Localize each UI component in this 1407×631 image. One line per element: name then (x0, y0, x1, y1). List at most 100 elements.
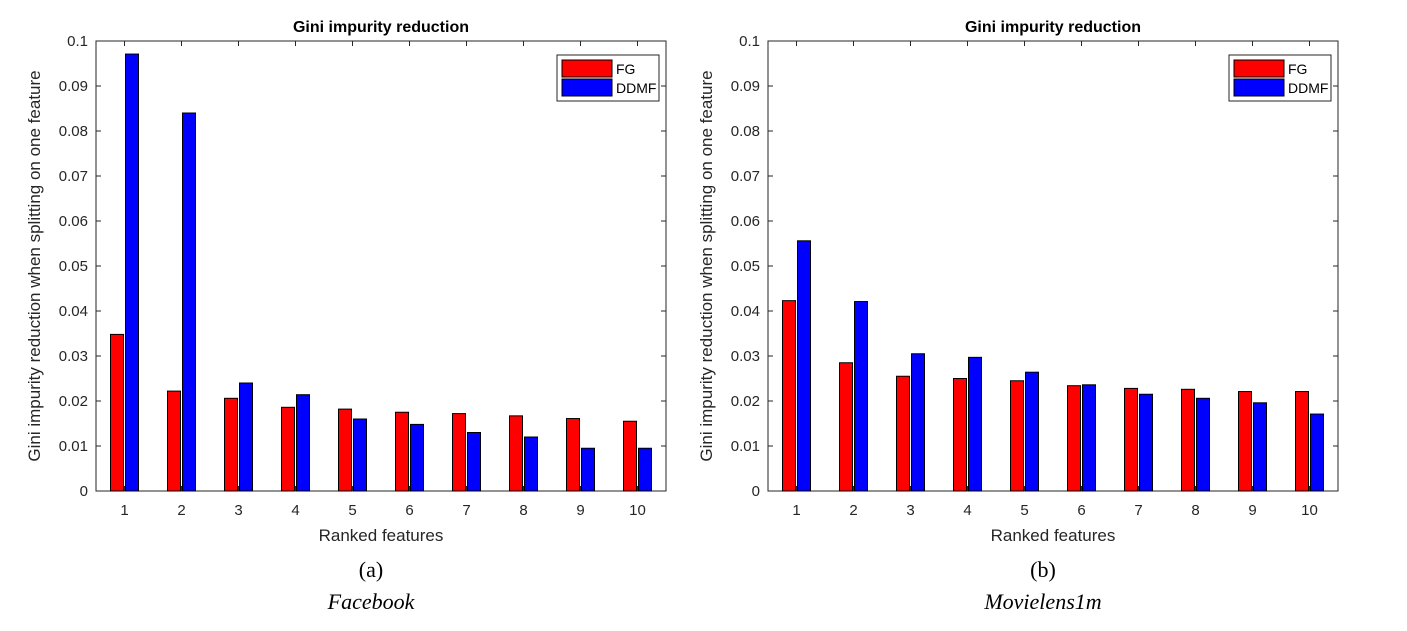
chart-panel-2: 0 0.01 0.02 0.03 0.04 0.05 0.06 0.07 0.08 0.09 0.1… (697, 19, 1339, 614)
bar-fg-2 (167, 390, 181, 492)
chart-panel-1: 0 0.01 0.02 0.03 0.04 0.05 0.06 0.07 0.08 0.09 0.1… (25, 19, 667, 614)
bar-ddmf-5 (1025, 371, 1039, 492)
y-tick-label: 0.06 (59, 213, 88, 230)
x-axis-label: Ranked features (991, 526, 1116, 545)
legend: FG DDMF (1228, 54, 1332, 102)
x-tick-label: 9 (576, 502, 584, 519)
plot-area (767, 40, 1339, 492)
y-tick-label: 0.08 (731, 123, 760, 140)
x-tick-label: 10 (1301, 502, 1318, 519)
legend-swatch-fg (1233, 59, 1285, 78)
caption-label: (b) (1030, 557, 1056, 582)
bar-fg-10 (1295, 391, 1309, 492)
bar-ddmf-9 (581, 447, 595, 492)
x-tick-label: 3 (234, 502, 242, 519)
bar-ddmf-3 (239, 382, 253, 492)
legend-label-fg: FG (616, 61, 635, 77)
bar-ddmf-2 (182, 112, 196, 492)
y-axis-label: Gini impurity reduction when splitting o… (25, 70, 44, 461)
y-tick-label: 0.05 (59, 258, 88, 275)
x-tick-label: 6 (405, 502, 413, 519)
bar-ddmf-8 (1196, 397, 1210, 492)
y-tick-label: 0.06 (731, 213, 760, 230)
bar-fg-2 (839, 362, 853, 492)
bar-fg-8 (509, 415, 523, 492)
caption-label: (a) (359, 557, 383, 582)
x-tick-label: 6 (1077, 502, 1085, 519)
y-tick-label: 0 (80, 483, 88, 500)
bar-fg-1 (782, 300, 796, 492)
bar-ddmf-3 (911, 353, 925, 492)
bar-ddmf-7 (1139, 393, 1153, 492)
bar-fg-9 (1238, 391, 1252, 492)
y-tick-label: 0.01 (59, 438, 88, 455)
caption-dataset: Facebook (327, 589, 416, 614)
x-tick-label: 7 (462, 502, 470, 519)
bar-fg-6 (1067, 385, 1081, 492)
bar-fg-6 (395, 411, 409, 492)
y-tick-label: 0.07 (59, 168, 88, 185)
bar-ddmf-7 (467, 432, 481, 492)
y-axis-label: Gini impurity reduction when splitting o… (697, 70, 716, 461)
bar-ddmf-1 (797, 240, 811, 492)
bar-fg-5 (338, 408, 352, 492)
chart-title: Gini impurity reduction (293, 19, 469, 36)
y-tick-label: 0.07 (731, 168, 760, 185)
bar-fg-3 (224, 397, 238, 492)
x-tick-label: 5 (1020, 502, 1028, 519)
x-tick-label: 1 (120, 502, 128, 519)
y-tick-label: 0.02 (731, 393, 760, 410)
bar-ddmf-4 (968, 356, 982, 492)
bar-fg-9 (566, 418, 580, 492)
legend-label-ddmf: DDMF (1288, 80, 1328, 96)
chart-title: Gini impurity reduction (965, 19, 1141, 36)
y-tick-label: 0.04 (731, 303, 760, 320)
y-tick-label: 0.04 (59, 303, 88, 320)
x-tick-label: 10 (629, 502, 646, 519)
x-tick-label: 2 (177, 502, 185, 519)
bar-ddmf-1 (125, 53, 139, 492)
bar-fg-3 (896, 375, 910, 492)
y-tick-label: 0.03 (59, 348, 88, 365)
x-tick-label: 1 (792, 502, 800, 519)
y-tick-label: 0.05 (731, 258, 760, 275)
bar-fg-5 (1010, 380, 1024, 492)
legend-label-ddmf: DDMF (616, 80, 656, 96)
y-tick-label: 0 (752, 483, 760, 500)
bar-fg-10 (623, 420, 637, 492)
x-tick-label: 7 (1134, 502, 1142, 519)
legend-label-fg: FG (1288, 61, 1307, 77)
legend: FG DDMF (556, 54, 660, 102)
x-tick-label: 4 (291, 502, 299, 519)
legend-swatch-fg (561, 59, 613, 78)
x-tick-label: 9 (1248, 502, 1256, 519)
y-tick-label: 0.08 (59, 123, 88, 140)
y-tick-label: 0.09 (731, 78, 760, 95)
bar-ddmf-2 (854, 301, 868, 492)
legend-swatch-ddmf (561, 78, 613, 97)
bar-ddmf-6 (1082, 384, 1096, 492)
bar-ddmf-4 (296, 394, 310, 492)
y-tick-label: 0.01 (731, 438, 760, 455)
bar-ddmf-6 (410, 423, 424, 492)
bar-fg-1 (110, 333, 124, 492)
bar-ddmf-8 (524, 436, 538, 492)
x-tick-label: 5 (348, 502, 356, 519)
bar-fg-4 (953, 378, 967, 492)
x-tick-label: 4 (963, 502, 971, 519)
y-tick-label: 0.02 (59, 393, 88, 410)
bar-fg-8 (1181, 388, 1195, 492)
caption-dataset: Movielens1m (983, 589, 1101, 614)
bar-fg-7 (1124, 387, 1138, 492)
bar-ddmf-10 (1310, 413, 1324, 492)
y-tick-label: 0.1 (739, 33, 760, 50)
y-tick-label: 0.09 (59, 78, 88, 95)
x-tick-label: 8 (519, 502, 527, 519)
legend-swatch-ddmf (1233, 78, 1285, 97)
bar-ddmf-9 (1253, 402, 1267, 492)
x-axis-label: Ranked features (319, 526, 444, 545)
bar-fg-4 (281, 406, 295, 492)
plot-area (95, 40, 667, 492)
bar-fg-7 (452, 413, 466, 492)
